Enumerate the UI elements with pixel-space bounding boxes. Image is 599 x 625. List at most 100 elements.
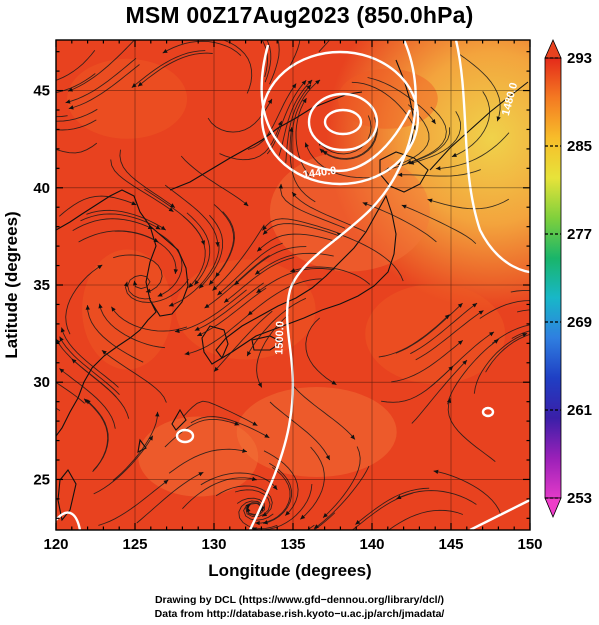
streamline-arrowhead: [585, 336, 589, 341]
streamline: [80, 213, 161, 230]
field-patch: [67, 58, 188, 139]
streamline: [300, 446, 325, 520]
streamline: [388, 509, 464, 530]
streamline: [157, 232, 183, 297]
streamline-arrowhead: [199, 283, 204, 289]
streamline: [200, 472, 278, 491]
streamline-arrowhead: [101, 350, 107, 355]
streamline: [336, 233, 404, 282]
streamline-arrowhead: [256, 10, 261, 15]
y-tick-label: 30: [33, 374, 50, 391]
streamline-arrowhead: [184, 351, 190, 356]
streamline: [447, 338, 499, 405]
streamline: [144, 188, 205, 246]
streamline-arrowhead: [307, 79, 313, 85]
streamline-arrowhead: [153, 238, 159, 243]
streamline-arrowhead: [431, 119, 436, 124]
streamline-arrowhead: [148, 435, 153, 441]
streamline-arrowhead: [457, 340, 463, 345]
streamline-arrowhead: [301, 80, 307, 86]
streamline: [125, 279, 189, 303]
streamline-arrowhead: [522, 332, 528, 338]
streamline: [162, 40, 242, 56]
streamline: [174, 289, 247, 333]
streamline-arrowhead: [251, 476, 257, 481]
streamline: [433, 470, 502, 516]
streamline: [289, 40, 301, 66]
streamline: [99, 303, 166, 349]
streamline-arrowhead: [65, 99, 71, 104]
streamline-arrowhead: [60, 327, 65, 333]
streamline-arrowhead: [19, 133, 24, 137]
streamline-arrowhead: [323, 513, 328, 518]
streamline-arrowhead: [343, 533, 348, 537]
streamline-arrowhead: [83, 398, 89, 404]
streamline: [295, 97, 311, 177]
x-tick-label: 135: [280, 536, 305, 553]
streamline-arrowhead: [315, 79, 321, 85]
x-tick-label: 150: [517, 536, 542, 553]
streamline-arrowhead: [163, 479, 169, 485]
streamline-arrowhead: [157, 292, 163, 297]
streamline: [459, 53, 501, 122]
streamline-arrowhead: [322, 150, 328, 156]
y-tick-label: 35: [33, 277, 50, 294]
colorbar-tick-label: 261: [567, 402, 592, 419]
colorbar: 293 285 277 269 261 253: [544, 39, 592, 519]
streamline-arrowhead: [260, 543, 265, 547]
streamline: [215, 485, 273, 517]
streamline: [93, 435, 154, 495]
streamline: [351, 81, 416, 131]
x-tick-label: 130: [201, 536, 226, 553]
streamline-arrowhead: [264, 433, 270, 438]
streamline-arrowhead: [170, 203, 175, 208]
streamline: [263, 450, 299, 516]
field-patch: [365, 284, 506, 384]
x-tick-labels: 120 125 130 135 140 145 150: [43, 536, 542, 553]
streamline: [262, 462, 292, 524]
streamline: [61, 327, 119, 388]
streamline: [56, 381, 85, 404]
streamline-arrowhead: [300, 514, 306, 520]
streamline: [110, 159, 174, 213]
low-center-contour-outer: [260, 50, 420, 186]
streamline: [56, 142, 98, 154]
colorbar-tick-label: 277: [567, 226, 592, 243]
streamline-arrowhead: [575, 352, 579, 357]
streamline: [213, 310, 273, 372]
streamline-arrowhead: [224, 298, 229, 303]
streamline: [198, 214, 224, 289]
colorbar-tick-label: 285: [567, 138, 592, 155]
streamline-arrowhead: [306, 84, 312, 90]
streamline-arrowhead: [173, 269, 178, 274]
streamline-arrowhead: [246, 507, 251, 513]
streamline: [256, 314, 289, 388]
streamline-arrowhead: [123, 281, 129, 287]
streamline: [261, 40, 268, 78]
y-tick-label: 45: [33, 83, 50, 100]
streamline-arrowhead: [406, 159, 412, 164]
streamline-arrowhead: [209, 279, 214, 285]
streamline: [318, 40, 331, 53]
streamline: [285, 84, 312, 163]
streamline: [137, 52, 213, 87]
streamline: [67, 40, 135, 92]
streamline: [384, 127, 451, 171]
streamline-arrowhead: [435, 166, 441, 171]
streamline-arrowhead: [444, 314, 450, 320]
streamline-arrowhead: [147, 225, 153, 229]
chart-title: MSM 00Z17Aug2023 (850.0hPa): [125, 2, 474, 28]
streamline-arrowhead: [255, 270, 261, 275]
streamline: [194, 282, 264, 331]
streamline: [247, 278, 322, 316]
streamline-arrowheads: [17, 10, 589, 547]
streamline: [87, 305, 144, 363]
streamline-arrowhead: [257, 382, 262, 388]
streamline: [427, 198, 510, 210]
streamline-arrowhead: [17, 111, 22, 115]
streamline: [65, 264, 103, 335]
x-tick-label: 125: [122, 536, 147, 553]
streamline-arrowhead: [207, 35, 212, 39]
